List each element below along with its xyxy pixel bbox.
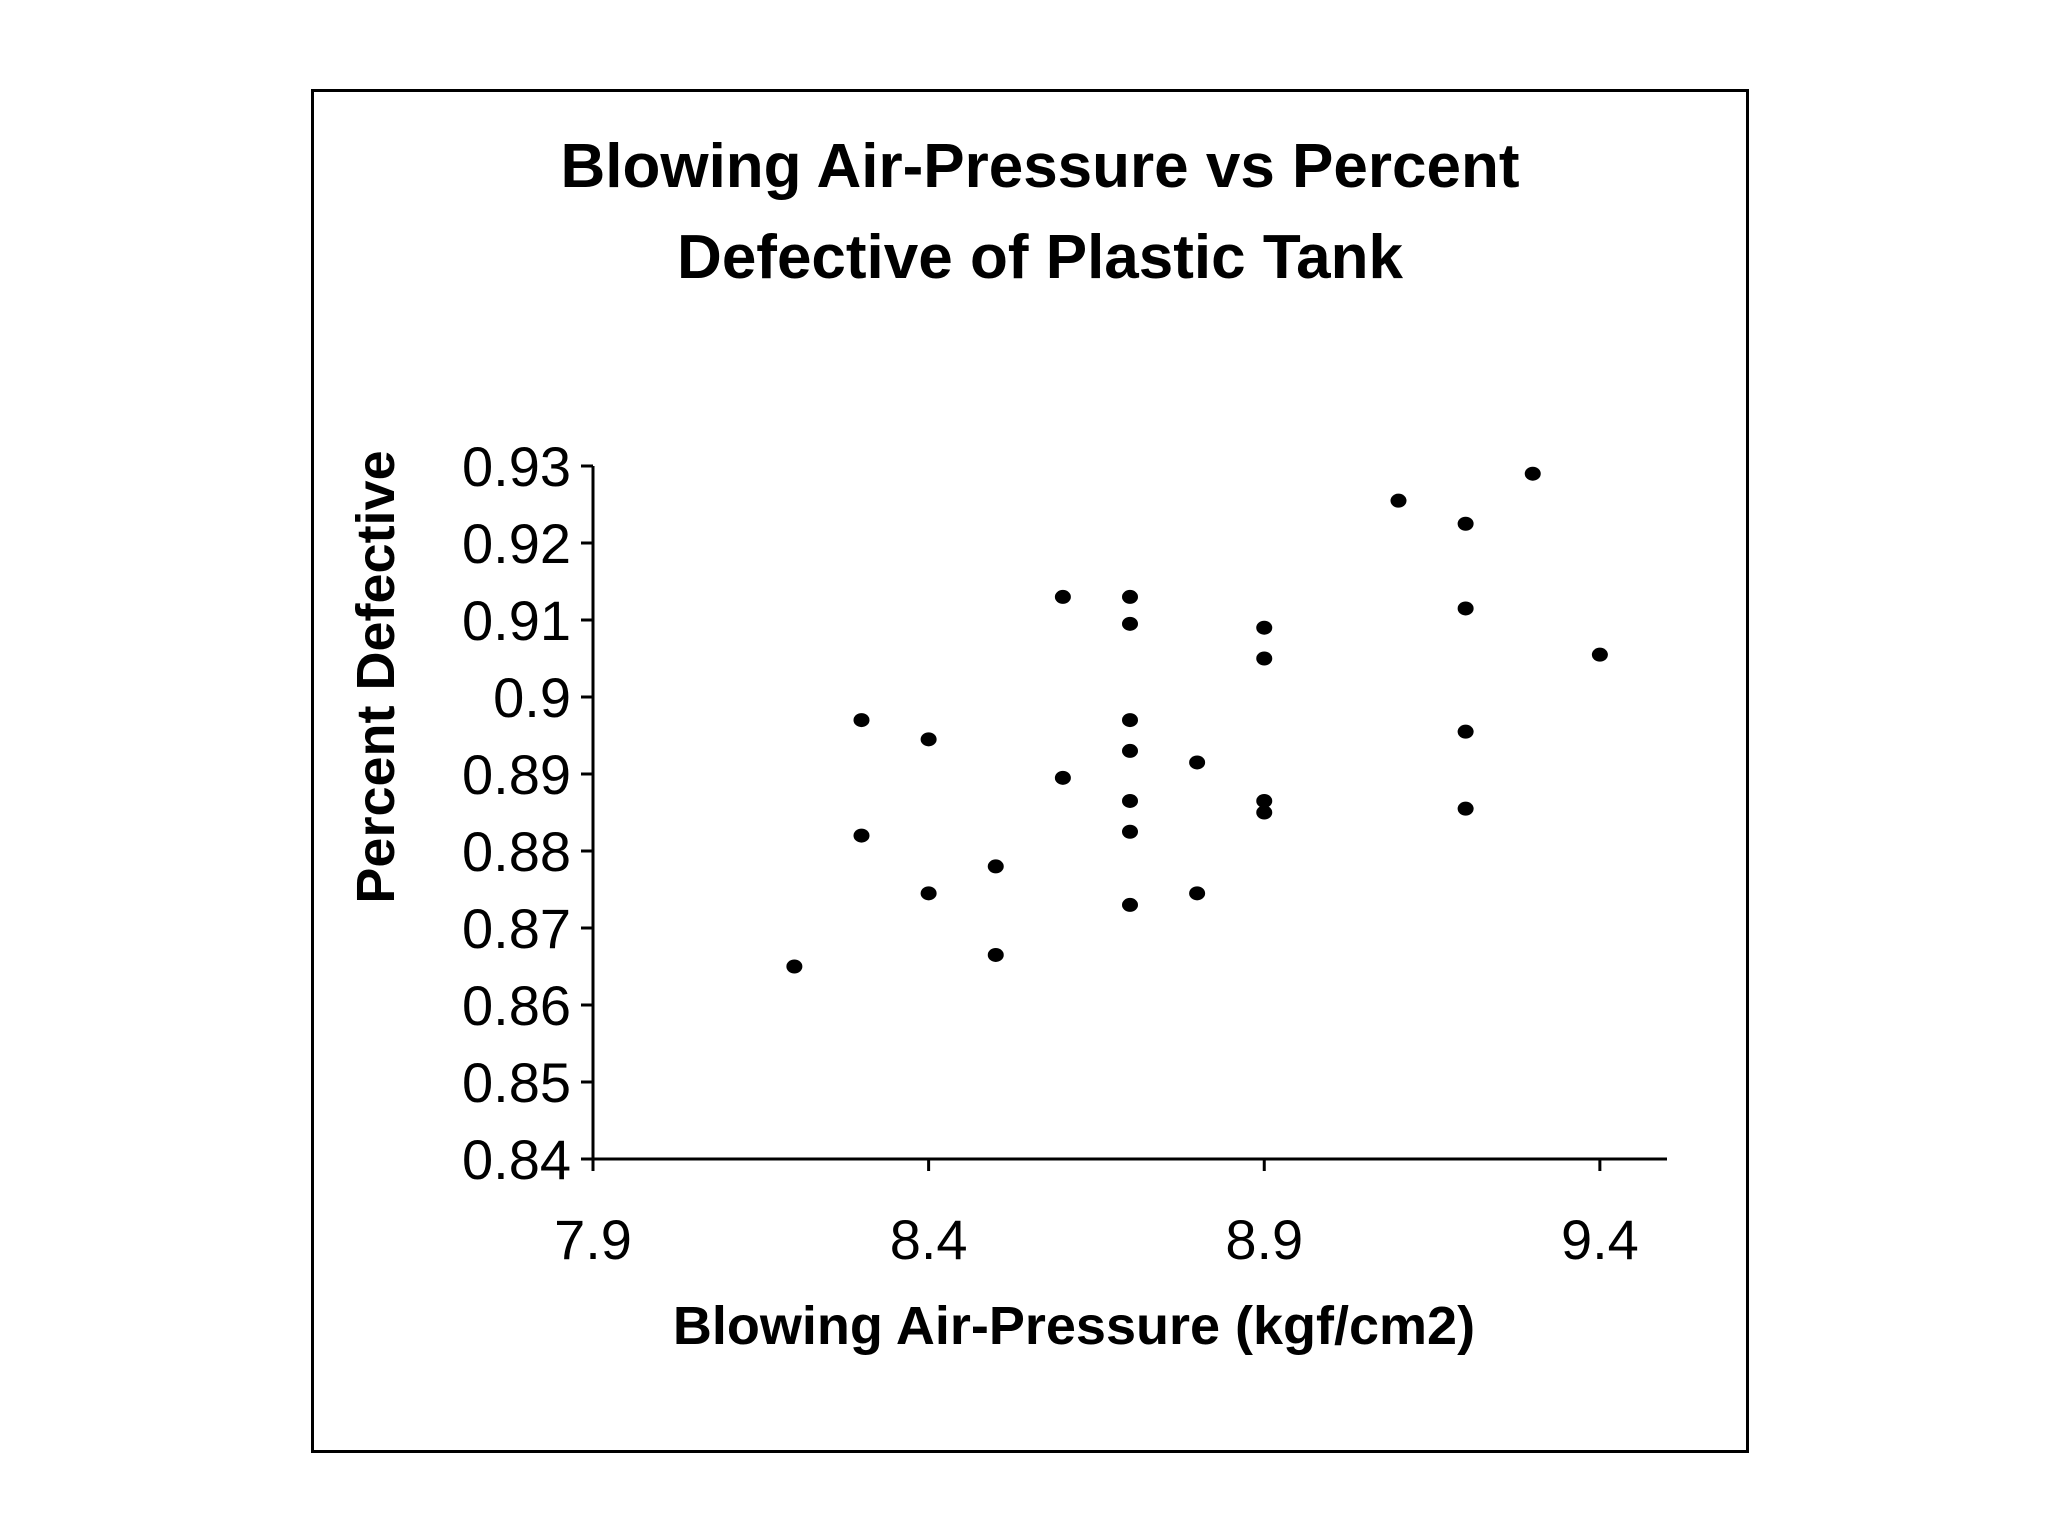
data-point xyxy=(987,947,1004,962)
data-point xyxy=(987,859,1004,874)
data-point xyxy=(1457,601,1474,616)
data-point xyxy=(1122,824,1138,839)
data-point xyxy=(1256,793,1273,808)
x-tick-label: 7.9 xyxy=(554,1208,632,1271)
y-tick-label: 0.93 xyxy=(462,435,571,498)
data-point xyxy=(1524,466,1541,481)
chart-title-line-2: Defective of Plastic Tank xyxy=(677,223,1403,292)
y-tick-label: 0.92 xyxy=(462,512,571,575)
data-point xyxy=(1122,743,1138,758)
y-tick-label: 0.88 xyxy=(462,820,571,883)
y-tick-label: 0.89 xyxy=(462,743,571,806)
data-point xyxy=(920,886,937,901)
chart-frame: Blowing Air-Pressure vs Percent Defectiv… xyxy=(311,89,1749,1453)
y-tick-label: 0.84 xyxy=(462,1128,571,1191)
x-tick-label: 8.9 xyxy=(1225,1208,1303,1271)
data-points xyxy=(786,466,1608,974)
scatter-chart: Blowing Air-Pressure vs Percent Defectiv… xyxy=(346,132,1667,1356)
x-tick-label: 9.4 xyxy=(1561,1208,1639,1271)
data-point xyxy=(1457,516,1474,531)
data-point xyxy=(1054,770,1071,785)
data-point xyxy=(1256,651,1273,666)
data-point xyxy=(920,732,937,747)
y-tick-label: 0.85 xyxy=(462,1051,571,1114)
data-point xyxy=(1256,805,1273,820)
data-point xyxy=(1122,713,1138,728)
y-tick-label: 0.9 xyxy=(493,666,571,729)
data-point xyxy=(1122,793,1138,808)
data-point xyxy=(1189,755,1206,770)
data-point xyxy=(1390,493,1407,508)
chart-title-line-1: Blowing Air-Pressure vs Percent xyxy=(560,132,1519,201)
data-point xyxy=(1122,897,1138,912)
y-axis: 0.84 0.85 0.86 0.87 0.88 0.89 0.9 0.91 0.92 0.93 xyxy=(462,435,595,1191)
y-tick-label: 0.91 xyxy=(462,589,571,652)
data-point xyxy=(1054,589,1071,604)
data-point xyxy=(1457,724,1474,739)
x-axis: 7.9 8.4 8.9 9.4 xyxy=(554,1157,1667,1271)
data-point xyxy=(786,959,803,974)
data-point xyxy=(853,828,870,843)
data-point xyxy=(1189,886,1206,901)
x-axis-title: Blowing Air-Pressure (kgf/cm2) xyxy=(673,1296,1475,1356)
data-point xyxy=(1122,589,1138,604)
x-tick-label: 8.4 xyxy=(890,1208,968,1271)
y-axis-title: Percent Defective xyxy=(346,450,406,903)
y-tick-label: 0.86 xyxy=(462,974,571,1037)
data-point xyxy=(1457,801,1474,816)
data-point xyxy=(1256,620,1273,635)
y-tick-label: 0.87 xyxy=(462,897,571,960)
data-point xyxy=(1122,616,1138,631)
data-point xyxy=(853,713,870,728)
data-point xyxy=(1591,647,1608,662)
